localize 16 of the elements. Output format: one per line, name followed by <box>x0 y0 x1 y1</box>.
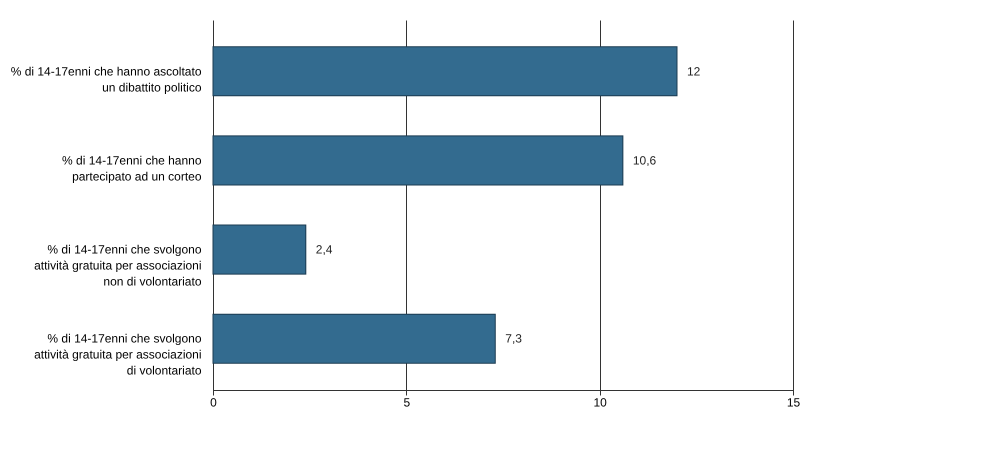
x-tick-label: 15 <box>786 396 800 410</box>
y-tick-label: % di 14-17enni che hanno partecipato ad un corteo <box>62 153 202 184</box>
bar <box>212 314 496 364</box>
x-tick-label: 10 <box>593 396 608 410</box>
data-label: 7,3 <box>505 332 522 346</box>
bar <box>212 135 624 186</box>
data-label: 10,6 <box>632 153 657 168</box>
data-label: 2,4 <box>316 242 333 257</box>
y-tick-label: % di 14-17enni che hanno ascoltato un dibattito politico <box>10 64 202 94</box>
bar <box>212 46 678 96</box>
data-label: 12 <box>687 64 701 78</box>
y-tick-label: % di 14-17enni che svolgono attività gratuita per associazioni non di volontariato <box>34 242 202 289</box>
x-tick-label: 0 <box>210 396 218 410</box>
bar <box>212 224 306 275</box>
y-tick-label: % di 14-17enni che svolgono attività gratuita per associazioni di volontariato <box>34 332 202 378</box>
x-tick-label: 5 <box>403 396 410 410</box>
